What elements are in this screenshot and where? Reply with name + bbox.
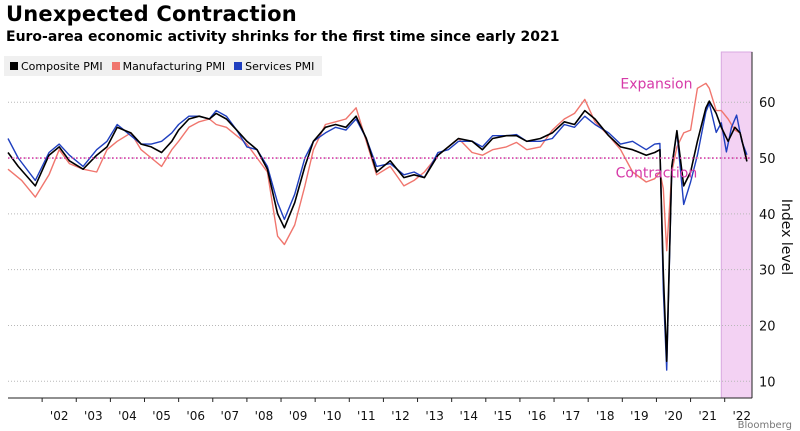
x-tick-label: '07 xyxy=(221,409,240,423)
x-tick-label: '20 xyxy=(664,409,683,423)
chart-title: Unexpected Contraction xyxy=(6,2,297,26)
x-tick-label: '02 xyxy=(50,409,69,423)
annotation-contraction: Contraction xyxy=(616,166,698,182)
x-tick-label: '04 xyxy=(118,409,137,423)
x-tick-label: '08 xyxy=(255,409,274,423)
x-tick-label: '11 xyxy=(357,409,376,423)
legend-item-services: Services PMI xyxy=(234,60,314,73)
x-tick-label: '22 xyxy=(732,409,751,423)
composite-pmi-line xyxy=(7,100,748,362)
y-tick-label: 60 xyxy=(759,96,776,111)
manufacturing-pmi-line xyxy=(7,82,748,252)
x-tick-label: '21 xyxy=(698,409,717,423)
x-tick-label: '17 xyxy=(562,409,581,423)
y-tick-label: 40 xyxy=(759,208,776,223)
legend-label-manufacturing: Manufacturing PMI xyxy=(122,59,226,73)
legend-label-services: Services PMI xyxy=(245,59,315,73)
y-axis-label: Index level xyxy=(778,199,794,275)
x-tick-label: '12 xyxy=(391,409,410,423)
shaded-region xyxy=(720,51,753,399)
legend-item-composite: Composite PMI xyxy=(10,60,103,73)
legend: Composite PMI Manufacturing PMI Services… xyxy=(4,56,323,76)
legend-item-manufacturing: Manufacturing PMI xyxy=(111,59,226,73)
y-tick-label: 20 xyxy=(759,319,776,334)
x-tick-label: '14 xyxy=(459,409,478,423)
annotation-expansion: Expansion xyxy=(620,76,692,92)
x-tick-label: '16 xyxy=(528,409,547,423)
x-tick-label: '03 xyxy=(84,409,103,423)
chart-subtitle: Euro-area economic activity shrinks for … xyxy=(6,29,560,45)
x-tick-label: '18 xyxy=(596,409,615,423)
x-tick-label: '10 xyxy=(323,409,342,423)
legend-swatch-composite xyxy=(10,62,18,70)
legend-label-composite: Composite PMI xyxy=(21,59,103,73)
x-tick-label: '05 xyxy=(152,409,171,423)
services-pmi-line xyxy=(7,102,748,371)
x-tick-label: '19 xyxy=(630,409,649,423)
legend-swatch-services xyxy=(234,62,243,70)
y-tick-label: 50 xyxy=(759,152,776,167)
x-tick-label: '15 xyxy=(494,409,513,423)
x-tick-label: '13 xyxy=(425,409,444,423)
y-tick-label: 30 xyxy=(759,264,776,279)
x-tick-label: '09 xyxy=(289,409,308,423)
legend-swatch-manufacturing xyxy=(111,62,120,70)
source-credit: Bloomberg xyxy=(737,420,792,431)
x-tick-label: '06 xyxy=(186,409,205,423)
y-tick-label: 10 xyxy=(759,375,776,390)
